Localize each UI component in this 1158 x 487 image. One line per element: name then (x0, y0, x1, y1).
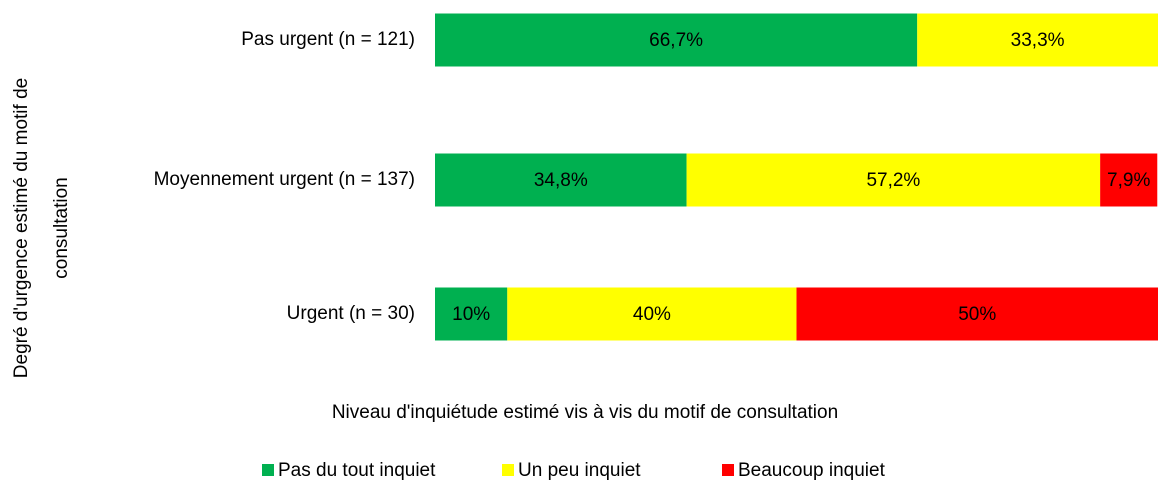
data-label: 7,9% (1107, 170, 1150, 191)
legend-label: Beaucoup inquiet (738, 460, 886, 481)
bar-segment (917, 13, 1158, 67)
bar-segment (435, 153, 687, 207)
data-label: 34,8% (534, 170, 588, 191)
bar-segment (435, 287, 508, 341)
bar-segment (507, 287, 797, 341)
y-axis-label-line: consultation (51, 177, 72, 278)
bar-segment (435, 13, 918, 67)
legend-label: Pas du tout inquiet (278, 460, 436, 481)
legend-swatch (502, 464, 514, 476)
bar-segment (796, 287, 1158, 341)
bar-segment (686, 153, 1101, 207)
x-axis-label: Niveau d'inquiétude estimé vis à vis du … (332, 402, 838, 423)
bar-segment (1100, 153, 1158, 207)
y-axis-label: Degré d'urgence estimé du motif de consu… (11, 78, 72, 378)
data-label: 57,2% (866, 170, 920, 191)
data-label: 66,7% (649, 30, 703, 51)
data-label: 33,3% (1011, 30, 1065, 51)
legend-swatch (262, 464, 274, 476)
y-tick-label: Urgent (n = 30) (287, 303, 415, 324)
data-label: 50% (958, 304, 996, 325)
data-label: 10% (452, 304, 490, 325)
legend-swatch (722, 464, 734, 476)
data-label: 40% (633, 304, 671, 325)
y-axis-label-line: Degré d'urgence estimé du motif de (11, 78, 32, 378)
y-tick-label: Pas urgent (n = 121) (241, 29, 415, 50)
legend-label: Un peu inquiet (518, 460, 641, 481)
y-tick-label: Moyennement urgent (n = 137) (154, 169, 415, 190)
